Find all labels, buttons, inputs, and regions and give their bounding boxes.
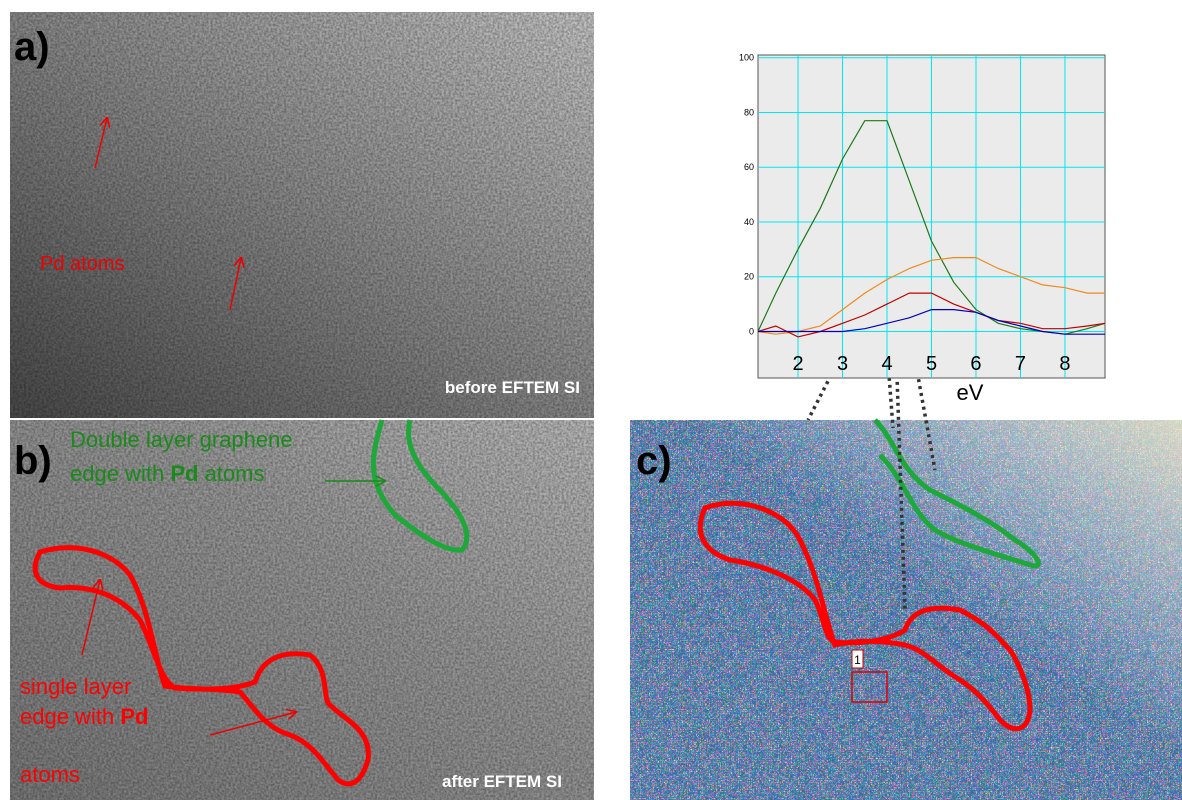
caption: after EFTEM SI [442, 772, 562, 791]
green-label-bold: Pd [170, 461, 198, 486]
green-label: edge with Pd atoms [70, 461, 264, 486]
eftem-brightness [630, 420, 1182, 800]
roi-label: 1 [854, 653, 861, 667]
panel-b: b) Double layer graphene edge with Pd at… [10, 420, 594, 800]
x-tick-label: 5 [926, 353, 937, 375]
y-tick-label: 80 [744, 107, 754, 117]
x-axis-label: eV [957, 380, 984, 405]
green-label: Double layer graphene [70, 427, 293, 452]
y-tick-label: 60 [744, 162, 754, 172]
y-tick-label: 0 [749, 326, 754, 336]
panel-label: a) [14, 25, 50, 69]
x-tick-label: 6 [970, 353, 981, 375]
green-label-text: edge with [70, 461, 164, 486]
annotation: Pd atoms [40, 253, 124, 275]
red-label: atoms [20, 762, 80, 787]
tem-texture [10, 12, 594, 418]
red-label: edge with Pd [20, 704, 148, 729]
red-label-text: edge with [20, 704, 114, 729]
y-tick-label: 20 [744, 272, 754, 282]
y-tick-label: 40 [744, 217, 754, 227]
x-tick-label: 8 [1059, 353, 1070, 375]
green-label-text: atoms [205, 461, 265, 486]
x-tick-label: 4 [881, 353, 892, 375]
panel-label: b) [14, 439, 52, 483]
x-tick-label: 2 [792, 353, 803, 375]
x-tick-label: 7 [1015, 353, 1026, 375]
figure: a) Pd atoms before EFTEM SI b) Double la… [0, 0, 1182, 800]
panel-label: c) [636, 439, 672, 483]
panel-a: a) Pd atoms before EFTEM SI [10, 12, 594, 418]
red-label: single layer [20, 674, 131, 699]
red-label-bold: Pd [120, 704, 148, 729]
caption: before EFTEM SI [445, 378, 580, 397]
spectrum-chart: 0 20 40 60 80 100 2 3 4 5 6 7 8 eV [739, 53, 1105, 405]
y-tick-label: 100 [739, 53, 754, 63]
x-tick-label: 3 [837, 353, 848, 375]
